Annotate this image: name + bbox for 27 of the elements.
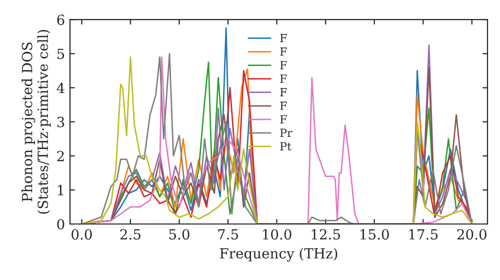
y-tick-label: 1 [58,184,64,196]
x-tick-label: 0.0 [72,229,92,240]
y-axis-title: Phonon projected DOS (States/THz·primitive cell) [22,30,51,214]
y-tick-label: 5 [57,48,64,60]
x-tick-label: 7.5 [218,229,238,240]
y-tick-label: 3 [57,116,64,128]
x-tick-label: 10.0 [263,229,292,240]
x-tick-label: 15.0 [360,229,389,240]
legend-label: F [280,34,287,42]
x-tick-label: 12.5 [312,229,340,240]
y-tick-label: 0 [57,218,64,230]
x-tick-label: 2.5 [120,229,140,240]
legend-label: F [280,48,287,56]
x-tick-label: 5.0 [169,229,190,240]
y-tick-label: 2 [57,150,64,162]
legend-label: F [280,102,287,110]
legend-label: F [280,88,287,96]
legend-label: F [280,74,287,83]
legend-label: Pt [280,142,292,151]
x-tick-label: 20.0 [457,229,486,240]
y-tick-label: 4 [56,82,64,94]
x-tick-label: 17.5 [409,229,438,240]
y-tick-label: 6 [57,14,64,26]
legend-label: Pr [280,128,292,137]
legend-label: F [280,61,287,70]
legend-label: F [280,115,287,124]
x-axis-title: Frequency (THz) [220,248,338,262]
